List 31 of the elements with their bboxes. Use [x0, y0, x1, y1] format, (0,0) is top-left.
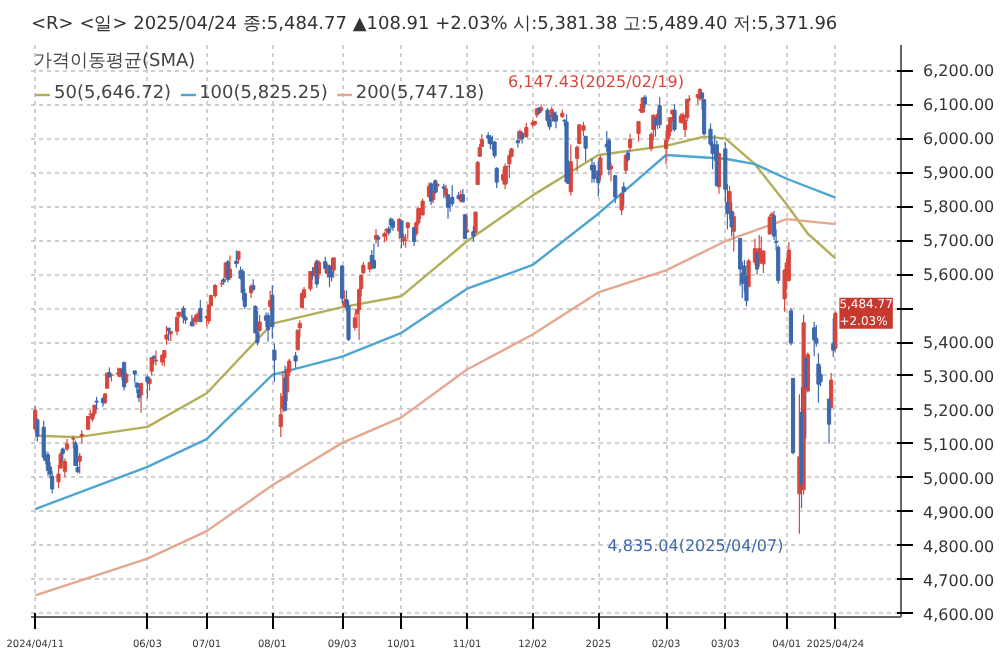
- y-tick-label: 6,100.00: [923, 96, 995, 115]
- y-tick-label: 5,400.00: [923, 334, 995, 353]
- legend-label: 100(5,825.25): [199, 84, 328, 104]
- line-series: [34, 217, 837, 597]
- chart-title: <R> <일> 2025/04/24 종:5,484.77 ▲108.91 +2.03% 시:5,381.38 고:5,489.40 저:5,371.96: [31, 15, 838, 35]
- candlestick: [475, 160, 480, 186]
- candlestick: [636, 120, 641, 143]
- candlestick: [560, 108, 565, 119]
- y-tick-label: 5,800.00: [923, 198, 995, 217]
- y-tick-label: 4,600.00: [923, 605, 995, 624]
- y-tick-label: 5,100.00: [923, 435, 995, 454]
- y-tick-label: 6,000.00: [923, 130, 995, 149]
- annotation: 4,835.04(2025/04/07): [607, 536, 784, 555]
- candlestick: [494, 166, 499, 189]
- y-tick-label: 5,900.00: [923, 164, 995, 183]
- y-tick-label: 5,300.00: [923, 367, 995, 386]
- y-tick-label: 4,700.00: [923, 571, 995, 590]
- y-tick-label: 6,200.00: [923, 62, 995, 81]
- legend-label: 50(5,646.72): [54, 84, 172, 104]
- y-tick-label: 4,900.00: [923, 503, 995, 522]
- legend-title: 가격이동평균(SMA): [34, 50, 198, 74]
- legend-label: 200(5,747.18): [355, 84, 485, 104]
- y-tick-label: 5,600.00: [923, 266, 995, 285]
- y-tick-label: 4,800.00: [923, 537, 995, 556]
- y-tick-label: 5,000.00: [923, 469, 995, 488]
- candlestick: [583, 135, 588, 163]
- y-tick-label: 5,700.00: [923, 232, 995, 251]
- line-series: [34, 135, 837, 439]
- candlestick: [272, 342, 277, 383]
- y-tick-label: 5,200.00: [923, 401, 995, 420]
- annotation: 6,147.43(2025/02/19): [507, 73, 684, 92]
